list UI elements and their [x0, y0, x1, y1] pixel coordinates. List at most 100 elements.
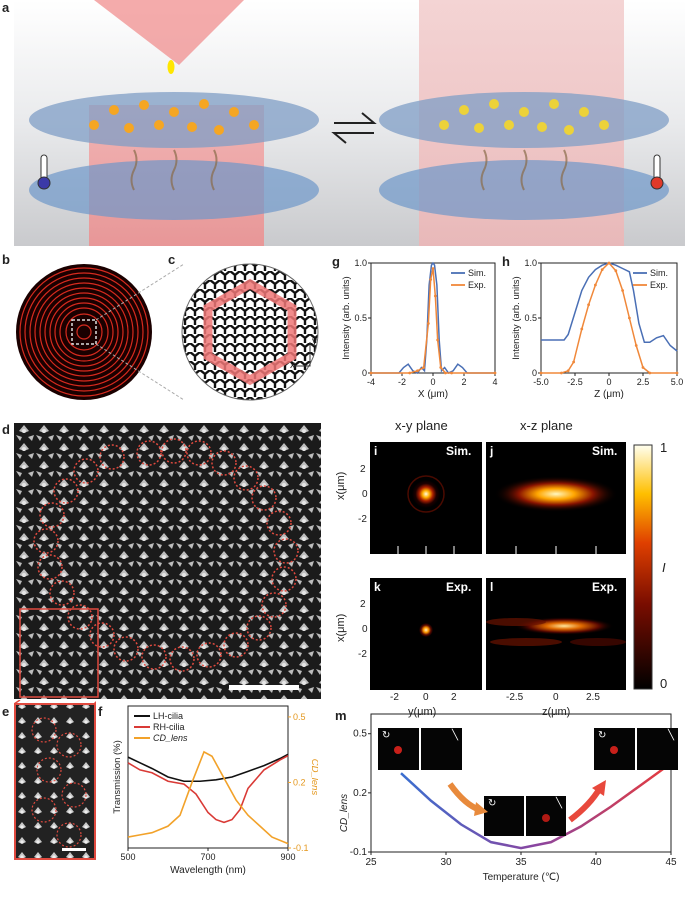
h-point: [628, 316, 631, 320]
chart-f: 500 700 900-0.1 0.2 0.5 Wavelength (nm) Transm…: [112, 705, 318, 876]
h-legend-label: Sim.: [650, 268, 668, 278]
g-point: [450, 371, 453, 375]
h-point: [641, 366, 645, 369]
g-point: [429, 278, 433, 281]
f-y2label: CD_lens: [309, 759, 318, 796]
f-series-0: [127, 753, 289, 783]
colorbar-max: 1: [660, 440, 668, 455]
metalens-overview: [16, 264, 152, 400]
map-k-exp-xy: [370, 578, 482, 690]
g-point: [369, 371, 373, 375]
i-ytick-m2: -2: [358, 514, 367, 525]
g-point: [439, 366, 443, 369]
h-xtick-label: 2.5: [637, 377, 650, 387]
m-xlabel: Temperature (℃): [483, 872, 560, 883]
label-i-sim: Sim.: [446, 444, 472, 458]
g-legend-label: Sim.: [468, 268, 486, 278]
inset-m-left: ↻ ╲: [378, 728, 462, 770]
label-l-exp: Exp.: [592, 580, 618, 594]
g-xtick-label: 0: [430, 377, 435, 387]
h-point: [594, 283, 597, 287]
g-xtick-label: -2: [398, 377, 406, 387]
g-legend-label: Exp.: [468, 280, 486, 290]
sem-zoom-e: [14, 700, 96, 860]
figure-a-illustration: [14, 0, 685, 246]
h-point: [580, 327, 584, 331]
g-xlabel: X (μm): [418, 389, 448, 400]
colorbar-label: I: [662, 560, 666, 575]
g-point: [426, 322, 430, 325]
m-series-0: [400, 762, 672, 850]
axis-label-y: y: [312, 336, 317, 347]
m-ytick-label: 0.2: [353, 788, 367, 799]
h-xtick-label: 0: [606, 377, 611, 387]
m-xtick-label: 35: [515, 857, 527, 868]
f-series-1: [127, 754, 289, 824]
h-xlabel: Z (μm): [594, 389, 624, 400]
k-xtick-m2: -2: [390, 692, 399, 703]
inset-m-center: ↻ ╲: [484, 796, 566, 836]
g-ytick-label: 0.5: [354, 313, 367, 323]
m-xtick-label: 25: [365, 857, 377, 868]
map-ylabel-top: x(μm): [335, 471, 347, 500]
g-xtick-label: -4: [367, 377, 375, 387]
g-point: [493, 371, 497, 375]
l-xlabel: z(μm): [542, 706, 571, 718]
transition-arrows: [447, 780, 606, 823]
g-point: [431, 267, 435, 270]
f-y2tick-label: 0.2: [293, 777, 306, 787]
h-series-0: [541, 262, 678, 352]
h-ytick-label: 1.0: [524, 258, 537, 268]
panel-label-g: g: [332, 254, 340, 269]
axis-label-x: x: [290, 360, 295, 371]
h-point: [648, 371, 652, 375]
chart-g: -4 -2 0 2 4 0 0.5 1.0 X (μm) Intensity (arb. unit…: [341, 258, 498, 400]
h-ytick-label: 0: [532, 368, 537, 378]
g-xtick-label: 4: [492, 377, 497, 387]
h-point: [539, 371, 543, 375]
panel-label-b: b: [2, 252, 10, 267]
panel-label-f: f: [98, 704, 103, 719]
h-point: [607, 261, 611, 265]
g-xtick-label: 2: [461, 377, 466, 387]
m-ylabel: CD_lens: [339, 794, 350, 832]
l-xtick-m25: -2.5: [506, 692, 524, 703]
f-plot-frame: [127, 705, 289, 849]
map-j-sim-xz: [486, 442, 626, 554]
f-y2tick-label: -0.1: [293, 843, 309, 853]
h-point: [675, 371, 679, 375]
g-ytick-label: 1.0: [354, 258, 367, 268]
f-ylabel: Transmission (%): [112, 740, 123, 814]
chart-h: -5.0 -2.5 0 2.5 5.0 0 0.5 1.0 Z (μm) Intensity (a…: [511, 258, 683, 400]
m-xtick-label: 45: [665, 857, 677, 868]
f-legend-label: LH-cilia: [153, 711, 183, 721]
h-point: [587, 303, 590, 307]
chart-m: 25 30 35 40 45 -0.1 0.2 0.5 Temperature (℃) CD_le…: [339, 713, 677, 883]
panel-label-i: i: [374, 444, 378, 458]
h-xtick-label: -5.0: [533, 377, 549, 387]
g-point: [416, 369, 419, 373]
panel-label-l: l: [490, 580, 494, 594]
k-xtick-0: 0: [423, 692, 429, 703]
panel-label-j: j: [490, 444, 494, 458]
i-ytick-2: 2: [360, 464, 366, 475]
f-xtick-label: 700: [200, 852, 215, 862]
m-ytick-label: -0.1: [350, 847, 368, 858]
k-ytick-0: 0: [362, 624, 368, 635]
g-point: [444, 371, 447, 375]
f-y2tick-label: 0.5: [293, 712, 306, 722]
m-ytick-label: 0.5: [353, 729, 367, 740]
panel-label-k: k: [374, 580, 381, 594]
k-xtick-2: 2: [451, 692, 457, 703]
h-point: [634, 344, 638, 347]
metalens-detail: [181, 263, 319, 401]
map-ylabel-bottom: x(μm): [335, 613, 347, 642]
h-point: [621, 289, 624, 292]
panel-label-h: h: [502, 254, 510, 269]
colorbar-min: 0: [660, 676, 668, 691]
label-k-exp: Exp.: [446, 580, 472, 594]
plane-title-xz: x-z plane: [520, 418, 573, 433]
k-ytick-m2: -2: [358, 649, 367, 660]
zoom-lines: [96, 263, 185, 401]
h-xtick-label: -2.5: [567, 377, 583, 387]
